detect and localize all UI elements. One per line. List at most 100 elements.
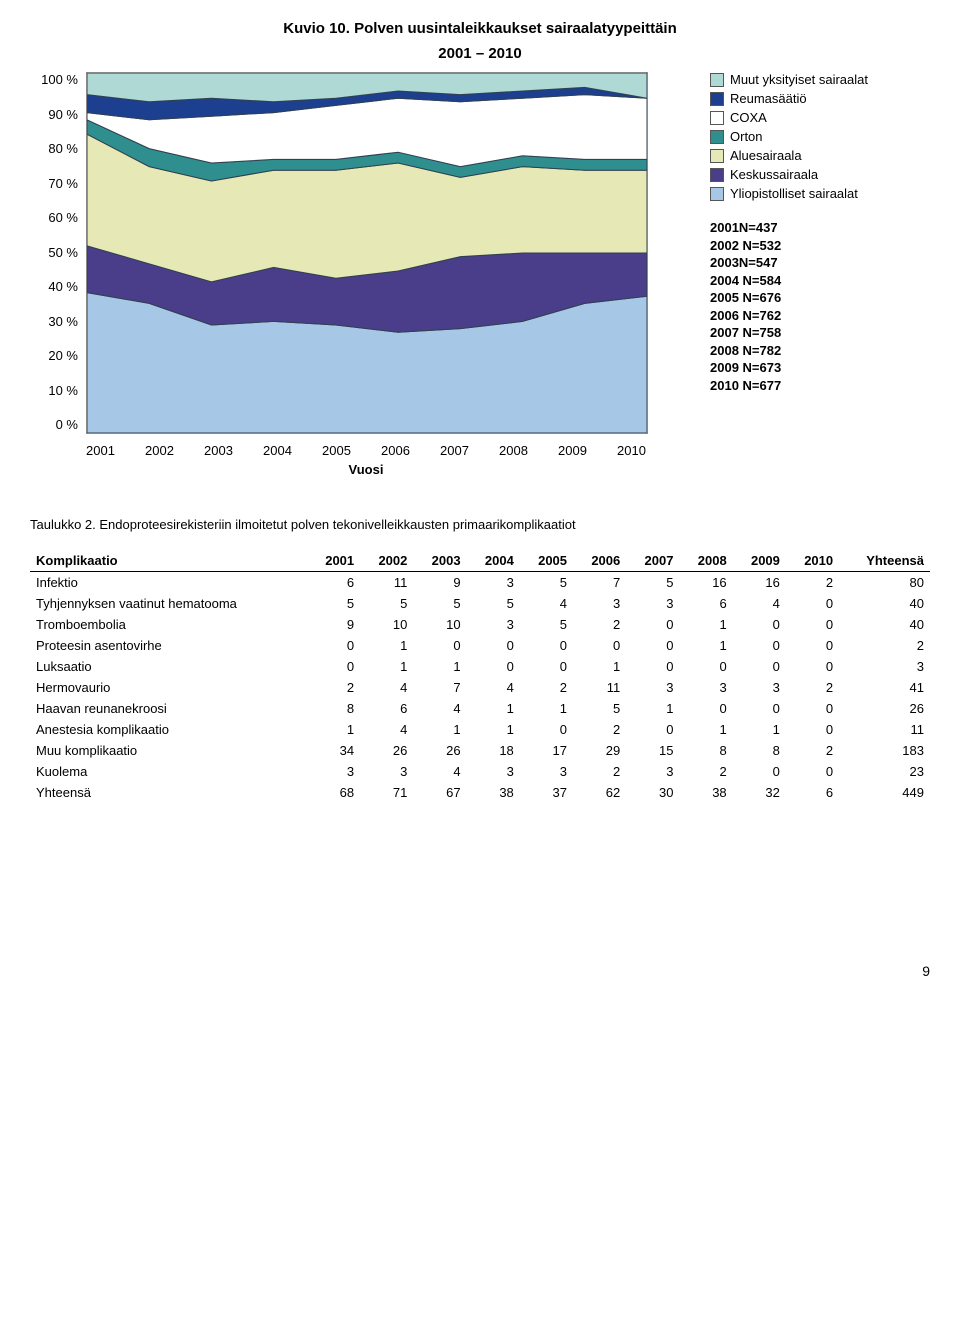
cell-value: 38	[467, 782, 520, 803]
x-tick-label: 2005	[322, 443, 351, 458]
legend-item: Aluesairaala	[710, 148, 930, 163]
cell-value: 62	[573, 782, 626, 803]
legend-swatch	[710, 149, 724, 163]
cell-value: 9	[413, 572, 466, 594]
x-tick-label: 2008	[499, 443, 528, 458]
legend-item: COXA	[710, 110, 930, 125]
row-label: Haavan reunanekroosi	[30, 698, 307, 719]
row-total: 11	[839, 719, 930, 740]
legend-label: Orton	[730, 129, 763, 144]
cell-value: 2	[679, 761, 732, 782]
cell-value: 32	[733, 782, 786, 803]
cell-value: 0	[520, 719, 573, 740]
cell-value: 3	[573, 593, 626, 614]
cell-value: 37	[520, 782, 573, 803]
table-header-year: 2008	[679, 550, 732, 572]
table-row: Infektio611935751616280	[30, 572, 930, 594]
y-tick-label: 10 %	[38, 383, 78, 398]
legend-label: Yliopistolliset sairaalat	[730, 186, 858, 201]
cell-value: 0	[786, 593, 839, 614]
cell-value: 2	[520, 677, 573, 698]
row-total: 2	[839, 635, 930, 656]
cell-value: 71	[360, 782, 413, 803]
area-chart	[86, 72, 648, 434]
cell-value: 1	[733, 719, 786, 740]
y-tick-label: 0 %	[38, 417, 78, 432]
cell-value: 3	[467, 572, 520, 594]
cell-value: 5	[467, 593, 520, 614]
table-header-year: 2004	[467, 550, 520, 572]
table-header-total: Yhteensä	[839, 550, 930, 572]
cell-value: 5	[520, 572, 573, 594]
cell-value: 6	[307, 572, 360, 594]
x-tick-label: 2004	[263, 443, 292, 458]
cell-value: 6	[786, 782, 839, 803]
row-label: Tyhjennyksen vaatinut hematooma	[30, 593, 307, 614]
cell-value: 0	[467, 635, 520, 656]
table-header-year: 2005	[520, 550, 573, 572]
y-tick-label: 80 %	[38, 141, 78, 156]
legend-label: Aluesairaala	[730, 148, 802, 163]
cell-value: 34	[307, 740, 360, 761]
cell-value: 1	[467, 719, 520, 740]
n-value: 2003N=547	[710, 254, 930, 272]
cell-value: 0	[307, 656, 360, 677]
cell-value: 4	[360, 677, 413, 698]
n-value: 2002 N=532	[710, 237, 930, 255]
table-caption: Taulukko 2. Endoproteesirekisteriin ilmo…	[30, 517, 930, 532]
cell-value: 10	[413, 614, 466, 635]
cell-value: 4	[360, 719, 413, 740]
cell-value: 7	[413, 677, 466, 698]
legend-label: Reumasäätiö	[730, 91, 807, 106]
table-row: Anestesia komplikaatio141102011011	[30, 719, 930, 740]
chart-subtitle: 2001 – 2010	[30, 45, 930, 62]
cell-value: 8	[733, 740, 786, 761]
cell-value: 3	[307, 761, 360, 782]
table-row: Haavan reunanekroosi864115100026	[30, 698, 930, 719]
n-value: 2006 N=762	[710, 307, 930, 325]
table-header-year: 2010	[786, 550, 839, 572]
n-value: 2001N=437	[710, 219, 930, 237]
chart-plot-box: 100 %90 %80 %70 %60 %50 %40 %30 %20 %10 …	[80, 72, 700, 477]
row-total: 40	[839, 593, 930, 614]
table-header-year: 2007	[626, 550, 679, 572]
row-label: Infektio	[30, 572, 307, 594]
row-label: Hermovaurio	[30, 677, 307, 698]
cell-value: 1	[360, 656, 413, 677]
row-total: 23	[839, 761, 930, 782]
y-tick-label: 60 %	[38, 210, 78, 225]
cell-value: 26	[413, 740, 466, 761]
table-row: Tromboembolia91010352010040	[30, 614, 930, 635]
cell-value: 67	[413, 782, 466, 803]
cell-value: 1	[626, 698, 679, 719]
row-label: Luksaatio	[30, 656, 307, 677]
legend-item: Orton	[710, 129, 930, 144]
chart-region: 100 %90 %80 %70 %60 %50 %40 %30 %20 %10 …	[30, 72, 930, 477]
cell-value: 3	[360, 761, 413, 782]
cell-value: 5	[520, 614, 573, 635]
legend-item: Muut yksityiset sairaalat	[710, 72, 930, 87]
legend-item: Yliopistolliset sairaalat	[710, 186, 930, 201]
cell-value: 0	[626, 635, 679, 656]
cell-value: 2	[786, 572, 839, 594]
cell-value: 0	[733, 635, 786, 656]
cell-value: 3	[520, 761, 573, 782]
total-row-label: Yhteensä	[30, 782, 307, 803]
n-value: 2010 N=677	[710, 377, 930, 395]
legend-swatch	[710, 168, 724, 182]
row-label: Proteesin asentovirhe	[30, 635, 307, 656]
table-header-year: 2006	[573, 550, 626, 572]
legend-item: Reumasäätiö	[710, 91, 930, 106]
table-row: Luksaatio01100100003	[30, 656, 930, 677]
cell-value: 8	[679, 740, 732, 761]
row-total: 41	[839, 677, 930, 698]
cell-value: 11	[360, 572, 413, 594]
cell-value: 2	[573, 761, 626, 782]
table-row: Hermovaurio2474211333241	[30, 677, 930, 698]
cell-value: 0	[786, 656, 839, 677]
cell-value: 3	[467, 761, 520, 782]
cell-value: 38	[679, 782, 732, 803]
cell-value: 15	[626, 740, 679, 761]
cell-value: 1	[413, 656, 466, 677]
x-tick-label: 2009	[558, 443, 587, 458]
